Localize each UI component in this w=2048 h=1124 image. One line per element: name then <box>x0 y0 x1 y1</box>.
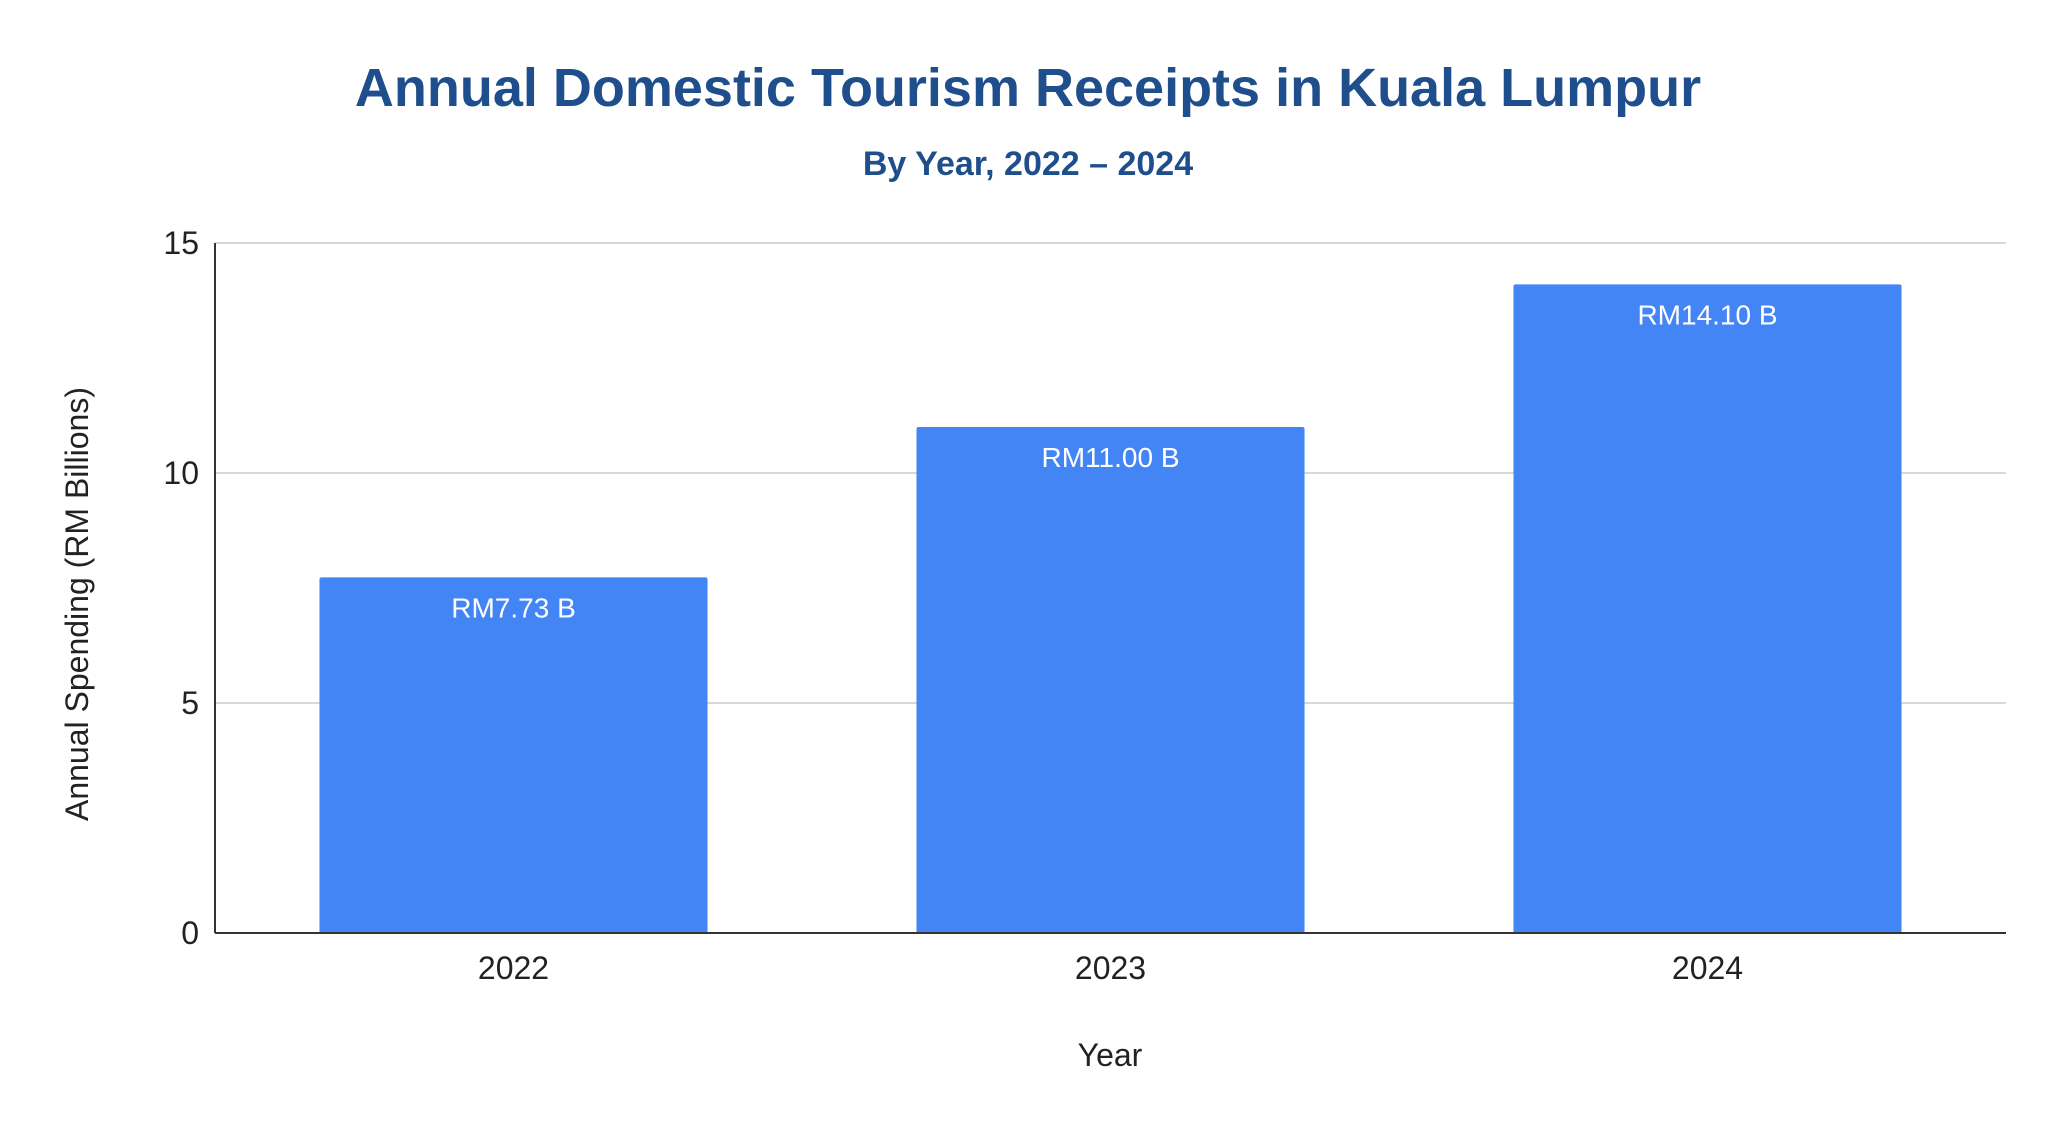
bar-2022 <box>319 577 708 933</box>
x-axis-title: Year <box>1078 1037 1143 1073</box>
y-tick-label: 5 <box>181 685 199 721</box>
bar-2024 <box>1513 284 1902 933</box>
y-axis-title: Annual Spending (RM Billions) <box>59 387 95 821</box>
bar-2023 <box>916 427 1305 933</box>
y-tick-labels: 0 5 10 15 <box>163 225 199 951</box>
y-tick-label: 0 <box>181 915 199 951</box>
data-label-2023: RM11.00 B <box>1042 442 1180 473</box>
chart-subtitle: By Year, 2022 – 2024 <box>863 145 1193 183</box>
data-label-2024: RM14.10 B <box>1637 299 1777 330</box>
data-label-2022: RM7.73 B <box>451 592 576 623</box>
chart-title: Annual Domestic Tourism Receipts in Kual… <box>355 58 1701 118</box>
x-tick-label-2022: 2022 <box>478 950 549 986</box>
bars <box>319 284 1902 933</box>
y-tick-label: 15 <box>163 225 199 261</box>
x-tick-labels: 2022 2023 2024 <box>478 950 1743 986</box>
x-tick-label-2024: 2024 <box>1672 950 1743 986</box>
data-labels: RM7.73 B RM11.00 B RM14.10 B <box>451 299 1777 623</box>
axes <box>214 243 2006 934</box>
y-tick-label: 10 <box>163 455 199 491</box>
x-tick-label-2023: 2023 <box>1075 950 1146 986</box>
